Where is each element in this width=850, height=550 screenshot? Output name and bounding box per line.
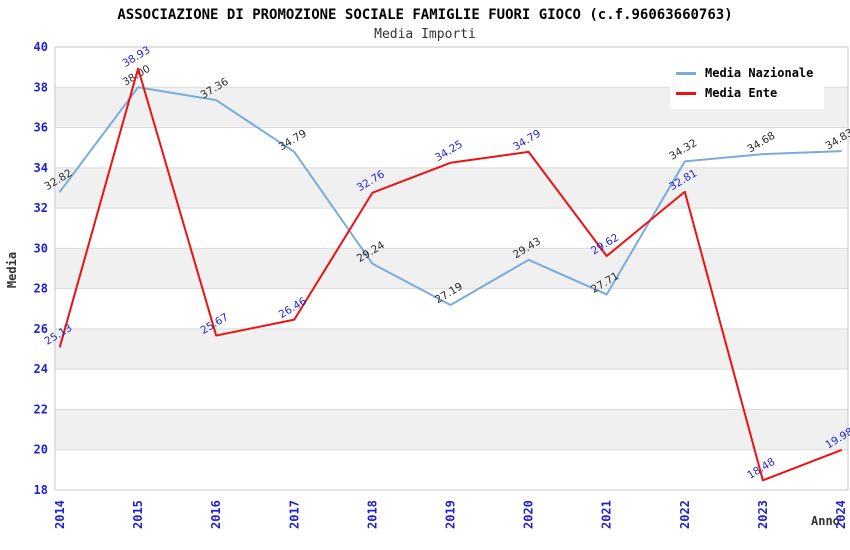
y-tick-label: 18 (34, 483, 48, 497)
chart-subtitle: Media Importi (374, 27, 476, 42)
legend-line-sample-blue (676, 71, 696, 75)
plot-band (55, 167, 848, 209)
plot-band (55, 328, 848, 370)
legend-label: Media Nazionale (705, 66, 814, 80)
x-tick-label: 2015 (131, 500, 145, 529)
x-tick-label: 2023 (756, 500, 770, 529)
y-tick-label: 38 (34, 80, 48, 94)
series-line-media-ente (59, 67, 842, 482)
x-tick-label: 2020 (522, 500, 536, 529)
x-axis-title: Anno (811, 514, 840, 528)
x-tick-label: 2021 (600, 500, 614, 529)
x-tick-label: 2014 (53, 500, 67, 529)
legend-item-media-nazionale: Media Nazionale (676, 63, 818, 83)
y-axis-title: Media (5, 251, 19, 289)
data-label: 34.68 (745, 130, 777, 156)
x-tick-label: 2024 (834, 500, 848, 529)
legend-item-media-ente: Media Ente (676, 83, 818, 103)
y-tick-label: 26 (34, 322, 48, 336)
x-tick-label: 2019 (444, 500, 458, 529)
y-tick-label: 32 (34, 201, 48, 215)
legend: Media Nazionale Media Ente (670, 57, 824, 109)
x-tick-label: 2018 (365, 500, 379, 529)
chart-title: ASSOCIAZIONE DI PROMOZIONE SOCIALE FAMIG… (117, 7, 733, 23)
data-label: 34.79 (277, 127, 309, 153)
data-label: 34.79 (511, 127, 543, 153)
y-tick-label: 30 (34, 241, 48, 255)
y-tick-label: 28 (34, 282, 48, 296)
y-tick-label: 36 (34, 121, 48, 135)
plot-border (54, 46, 849, 491)
data-label: 26.46 (277, 295, 309, 321)
y-tick-label: 34 (34, 161, 48, 175)
plot-band (55, 409, 848, 450)
data-label: 34.83 (823, 127, 850, 153)
series-line-media-nazionale (59, 86, 842, 306)
data-label: 34.25 (433, 138, 465, 164)
x-tick-label: 2017 (287, 500, 301, 529)
y-tick-label: 40 (34, 40, 48, 54)
y-tick-label: 24 (34, 362, 48, 376)
x-tick-label: 2022 (678, 500, 692, 529)
data-label: 34.32 (667, 137, 699, 163)
y-tick-label: 20 (34, 443, 48, 457)
legend-label: Media Ente (705, 86, 778, 100)
plot-band (55, 248, 848, 289)
legend-line-sample-red (676, 91, 696, 95)
y-tick-label: 22 (34, 402, 48, 416)
x-tick-label: 2016 (209, 500, 223, 529)
